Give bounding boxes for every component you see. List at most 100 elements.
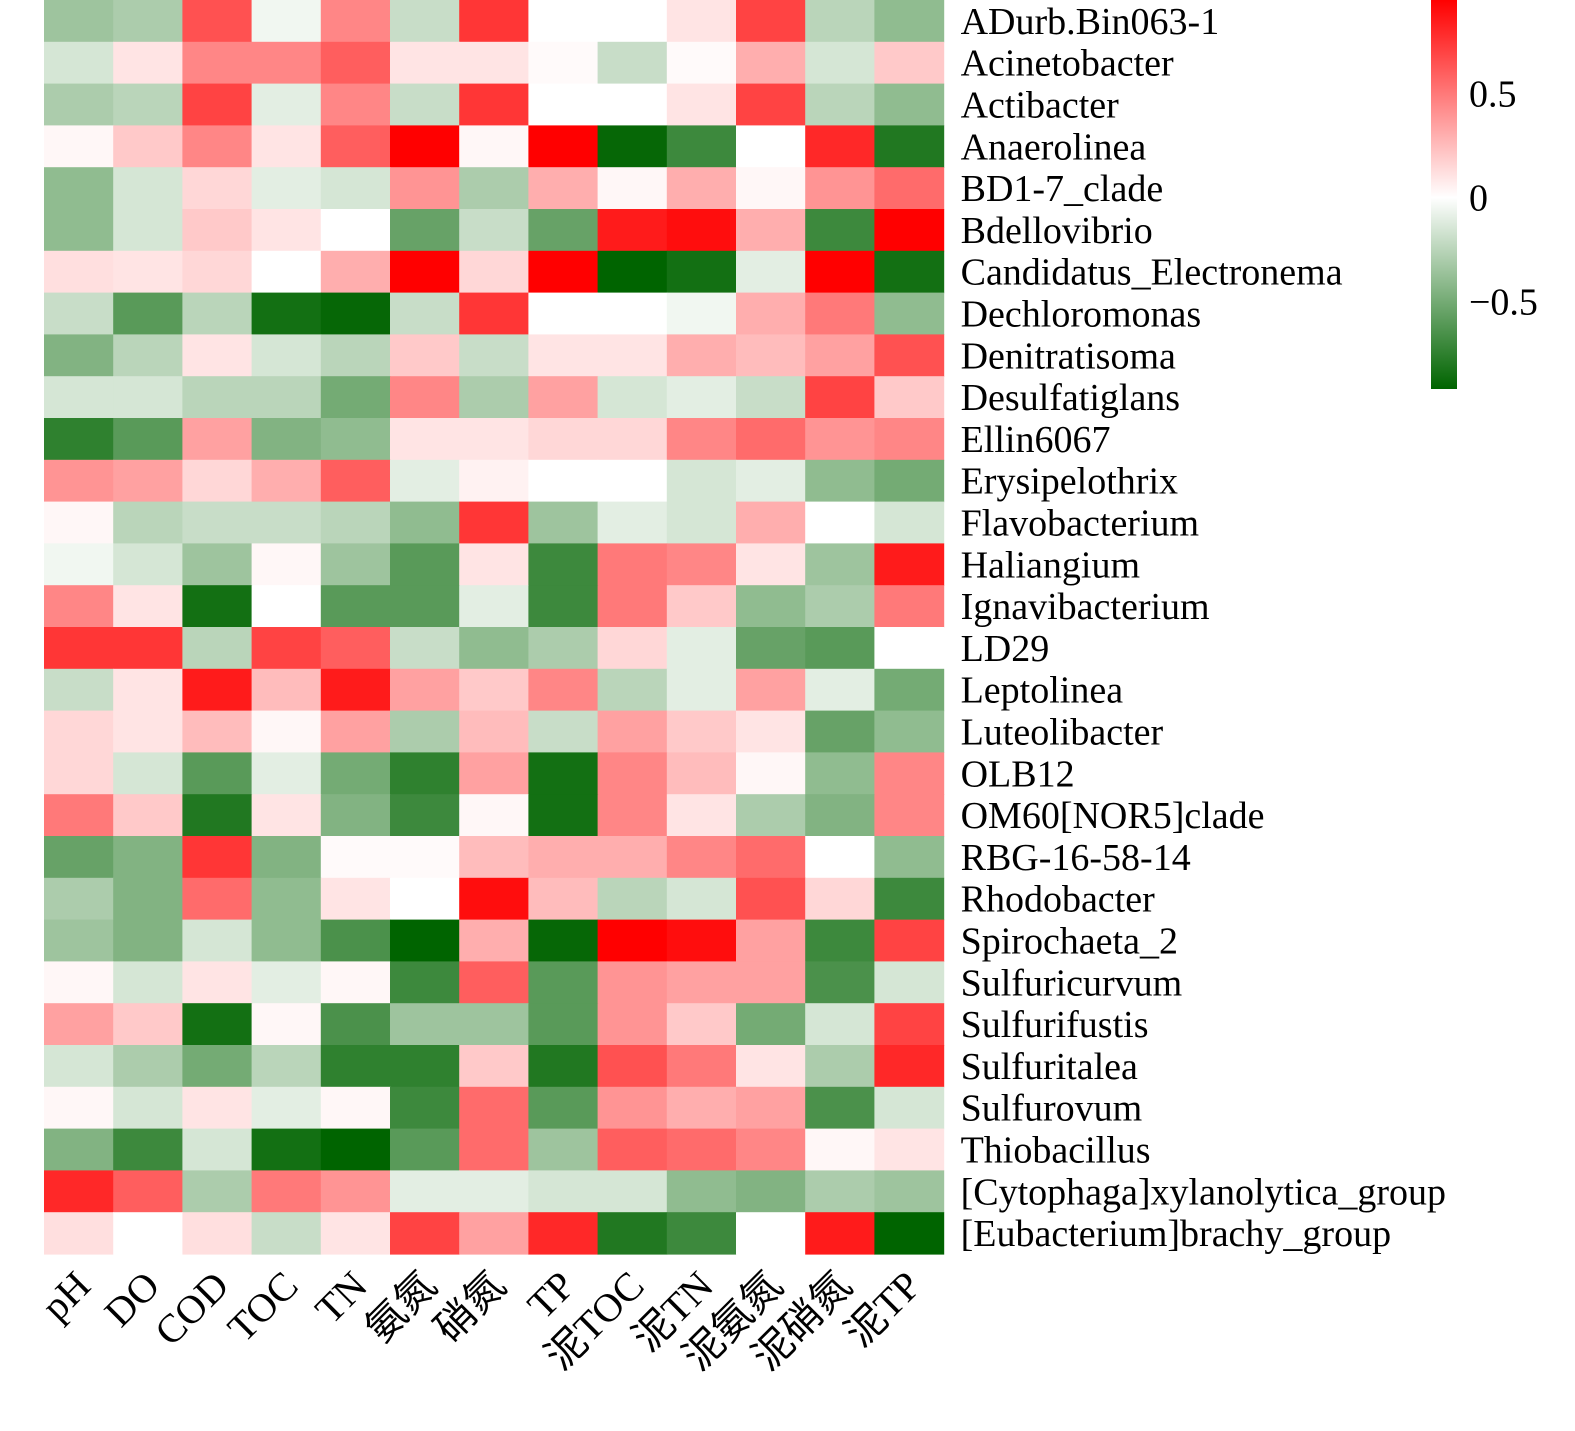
row-label: [Eubacterium]brachy_group bbox=[961, 1213, 1392, 1255]
heatmap-cell bbox=[805, 292, 875, 335]
heatmap-cell bbox=[113, 167, 183, 210]
heatmap-cell bbox=[44, 543, 114, 586]
heatmap-cell bbox=[805, 1128, 875, 1171]
heatmap-cell bbox=[597, 919, 668, 962]
heatmap-cell bbox=[320, 41, 391, 85]
heatmap-cell bbox=[44, 1212, 114, 1255]
heatmap-cell bbox=[182, 1170, 253, 1213]
heatmap-cell bbox=[182, 1086, 253, 1130]
row-label: Desulfatiglans bbox=[961, 377, 1181, 419]
heatmap-cell bbox=[113, 292, 183, 335]
heatmap-cell bbox=[44, 1170, 114, 1213]
heatmap-cell bbox=[320, 83, 391, 126]
heatmap-cell bbox=[459, 501, 529, 544]
heatmap-cell bbox=[528, 125, 599, 168]
heatmap-cell bbox=[390, 125, 460, 168]
heatmap-cell bbox=[390, 376, 460, 419]
heatmap-cell bbox=[459, 1212, 529, 1255]
heatmap-cell bbox=[597, 41, 668, 85]
heatmap-cell bbox=[666, 292, 737, 335]
heatmap-cell bbox=[736, 627, 806, 670]
heatmap-cell bbox=[874, 585, 945, 628]
heatmap-cell bbox=[113, 209, 183, 252]
heatmap-cell bbox=[320, 585, 391, 628]
heatmap-cell bbox=[390, 209, 460, 252]
row-label: Bdellovibrio bbox=[961, 210, 1153, 252]
heatmap-cell bbox=[597, 209, 668, 252]
heatmap-cell bbox=[44, 418, 114, 461]
heatmap-cell bbox=[182, 459, 253, 503]
heatmap-cell bbox=[805, 418, 875, 461]
heatmap-cell bbox=[390, 836, 460, 879]
heatmap-cell bbox=[597, 501, 668, 544]
heatmap-cell bbox=[251, 1086, 322, 1130]
heatmap-cell bbox=[44, 250, 114, 294]
heatmap-cell bbox=[805, 125, 875, 168]
heatmap-cell bbox=[390, 41, 460, 85]
heatmap-cell bbox=[113, 0, 183, 43]
heatmap-cell bbox=[182, 0, 253, 43]
colorbar-tick-label: 0.5 bbox=[1469, 74, 1517, 116]
heatmap-cell bbox=[44, 376, 114, 419]
heatmap-cell bbox=[597, 1003, 668, 1046]
colorbar-gradient bbox=[1431, 0, 1457, 389]
heatmap-cell bbox=[320, 418, 391, 461]
heatmap-cell bbox=[459, 1003, 529, 1046]
heatmap-cell bbox=[320, 250, 391, 294]
heatmap-cell bbox=[874, 1128, 945, 1171]
heatmap-cell bbox=[528, 668, 599, 712]
heatmap-cell bbox=[390, 585, 460, 628]
heatmap-cell bbox=[736, 961, 806, 1004]
heatmap-cell bbox=[528, 334, 599, 377]
heatmap-cell bbox=[390, 501, 460, 544]
row-label: Leptolinea bbox=[961, 670, 1124, 712]
heatmap-cell bbox=[736, 1212, 806, 1255]
heatmap-cell bbox=[113, 919, 183, 962]
heatmap-cell bbox=[528, 627, 599, 670]
heatmap-cell bbox=[666, 668, 737, 712]
heatmap-cell bbox=[597, 1212, 668, 1255]
heatmap-cell bbox=[113, 627, 183, 670]
heatmap-cell bbox=[597, 877, 668, 921]
heatmap-cell bbox=[459, 0, 529, 43]
row-label: OLB12 bbox=[961, 753, 1075, 795]
heatmap-cell bbox=[459, 1045, 529, 1088]
heatmap-cell bbox=[736, 125, 806, 168]
heatmap-cell bbox=[874, 125, 945, 168]
row-label: Denitratisoma bbox=[961, 335, 1176, 377]
row-label: Dechloromonas bbox=[961, 294, 1202, 336]
heatmap-cell bbox=[44, 501, 114, 544]
heatmap-cell bbox=[251, 1128, 322, 1171]
heatmap-cell bbox=[390, 794, 460, 837]
heatmap-cell bbox=[251, 627, 322, 670]
row-label: ADurb.Bin063-1 bbox=[961, 1, 1220, 43]
column-label: 泥TP bbox=[836, 1263, 929, 1356]
heatmap-cell bbox=[597, 710, 668, 753]
heatmap-cell bbox=[874, 0, 945, 43]
heatmap-cell bbox=[736, 418, 806, 461]
row-label: Ignavibacterium bbox=[961, 586, 1210, 628]
heatmap-cell bbox=[44, 209, 114, 252]
column-label: 硝氮 bbox=[426, 1263, 514, 1351]
row-label: Thiobacillus bbox=[961, 1130, 1151, 1172]
heatmap-cell bbox=[390, 877, 460, 921]
heatmap-cell bbox=[666, 585, 737, 628]
heatmap-cell bbox=[459, 961, 529, 1004]
heatmap-cell bbox=[874, 167, 945, 210]
heatmap-cell bbox=[113, 418, 183, 461]
heatmap-cell bbox=[597, 961, 668, 1004]
heatmap-cell bbox=[597, 543, 668, 586]
heatmap-cell bbox=[113, 501, 183, 544]
row-label: Sulfurovum bbox=[961, 1088, 1143, 1130]
heatmap-cell bbox=[666, 459, 737, 503]
heatmap-cell bbox=[459, 250, 529, 294]
heatmap-cells bbox=[44, 0, 945, 1255]
heatmap-cell bbox=[459, 459, 529, 503]
heatmap-cell bbox=[390, 334, 460, 377]
heatmap-cell bbox=[113, 836, 183, 879]
heatmap-cell bbox=[44, 0, 114, 43]
heatmap-cell bbox=[251, 752, 322, 795]
heatmap-cell bbox=[459, 83, 529, 126]
heatmap-cell bbox=[320, 1128, 391, 1171]
heatmap-cell bbox=[597, 585, 668, 628]
